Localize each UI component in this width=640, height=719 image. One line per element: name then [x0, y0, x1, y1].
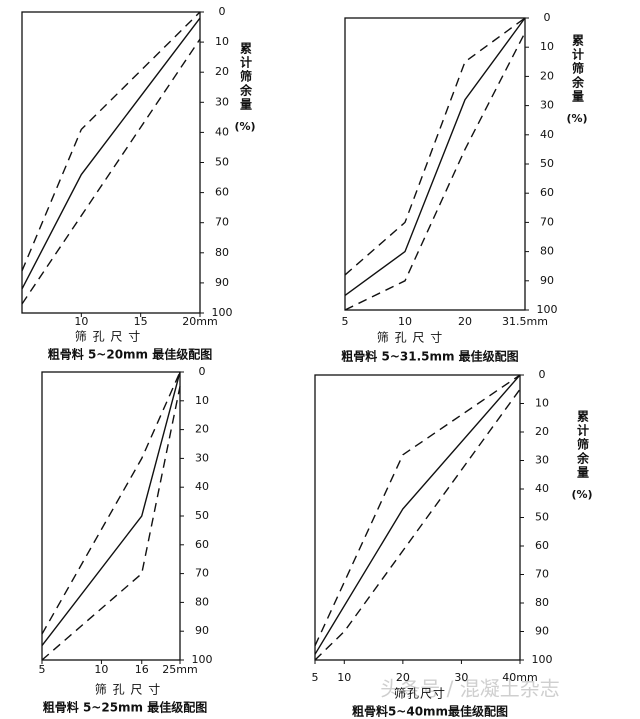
x-tick-label: 15 — [134, 315, 148, 328]
y-axis-label: 累计筛余量 — [571, 34, 585, 104]
y-tick-label: 10 — [535, 397, 549, 410]
x-tick-label: 5 — [39, 663, 46, 676]
series-line — [21, 11, 201, 272]
series-line — [41, 386, 181, 661]
y-tick-label: 40 — [535, 482, 549, 495]
y-tick-label: 70 — [540, 215, 554, 228]
y-tick-label: 20 — [195, 423, 209, 436]
y-tick-label: 50 — [535, 511, 549, 524]
caption: 粗骨料 5~31.5mm 最佳级配图 — [341, 349, 518, 364]
series-line — [314, 388, 521, 661]
y-tick-label: 60 — [195, 538, 209, 551]
x-tick-label: 5 — [342, 315, 349, 328]
x-tick-label: 5 — [312, 671, 319, 684]
y-tick-label: 50 — [215, 156, 229, 169]
y-tick-label: 70 — [215, 216, 229, 229]
y-tick-label: 100 — [532, 653, 553, 666]
y-tick-label: 20 — [215, 65, 229, 78]
series-line — [344, 32, 526, 311]
y-tick-label: 10 — [540, 40, 554, 53]
y-tick-label: 80 — [195, 595, 209, 608]
x-tick-label: 10 — [398, 315, 412, 328]
x-tick-label: 20 — [396, 671, 410, 684]
y-axis-label: 累计筛余量 — [239, 42, 253, 112]
y-tick-label: 80 — [535, 596, 549, 609]
x-axis-label: 筛孔尺寸 — [394, 686, 446, 701]
caption: 粗骨料 5~20mm 最佳级配图 — [48, 347, 212, 362]
y-tick-label: 30 — [195, 451, 209, 464]
watermark: 头条号 / 混凝土杂志 — [380, 677, 559, 701]
y-tick-label: 20 — [535, 425, 549, 438]
plot-frame — [21, 11, 201, 314]
series-line — [41, 371, 181, 647]
series-line — [314, 374, 521, 655]
y-tick-label: 30 — [535, 454, 549, 467]
y-tick-label: 80 — [540, 245, 554, 258]
y-tick-label: 0 — [539, 368, 546, 381]
y-tick-label: 40 — [540, 128, 554, 141]
x-tick-label: 10 — [94, 663, 108, 676]
y-tick-label: 40 — [215, 125, 229, 138]
y-tick-label: 50 — [540, 157, 554, 170]
y-tick-label: 0 — [199, 365, 206, 378]
y-tick-label: 30 — [215, 95, 229, 108]
y-tick-label: 10 — [215, 35, 229, 48]
series-line — [41, 371, 181, 635]
series-line — [344, 17, 526, 276]
y-tick-label: 50 — [195, 509, 209, 522]
y-tick-label: 100 — [212, 306, 233, 319]
x-tick-label: 10 — [337, 671, 351, 684]
y-tick-label: 80 — [215, 246, 229, 259]
y-tick-label: 10 — [195, 394, 209, 407]
x-tick-label: 31.5mm — [502, 315, 548, 328]
y-axis-unit: (%) — [566, 112, 587, 125]
series-line — [21, 17, 201, 290]
x-axis-label: 筛 孔 尺 寸 — [75, 329, 141, 344]
x-axis-label: 筛 孔 尺 寸 — [95, 682, 161, 697]
y-tick-label: 70 — [195, 567, 209, 580]
x-tick-label: 40mm — [502, 671, 537, 684]
series-line — [21, 38, 201, 305]
plot-frame — [314, 374, 521, 661]
y-tick-label: 90 — [215, 276, 229, 289]
y-tick-label: 90 — [195, 624, 209, 637]
y-tick-label: 100 — [537, 303, 558, 316]
x-axis-label: 筛 孔 尺 寸 — [377, 330, 443, 345]
y-tick-label: 0 — [219, 5, 226, 18]
x-tick-label: 16 — [135, 663, 149, 676]
x-tick-label: 10 — [74, 315, 88, 328]
y-tick-label: 30 — [540, 99, 554, 112]
x-tick-label: 20mm — [182, 315, 217, 328]
y-tick-label: 100 — [192, 653, 213, 666]
x-tick-label: 20 — [458, 315, 472, 328]
y-tick-label: 40 — [195, 480, 209, 493]
y-tick-label: 90 — [540, 274, 554, 287]
y-axis-unit: (%) — [234, 120, 255, 133]
y-tick-label: 60 — [215, 186, 229, 199]
y-axis-unit: (%) — [571, 488, 592, 501]
x-tick-label: 30 — [454, 671, 468, 684]
y-tick-label: 70 — [535, 568, 549, 581]
plot-frame — [344, 17, 526, 311]
plot-frame — [41, 371, 181, 661]
y-axis-label: 累计筛余量 — [576, 410, 590, 480]
series-line — [314, 374, 521, 647]
x-tick-label: 25mm — [162, 663, 197, 676]
caption: 粗骨料 5~25mm 最佳级配图 — [43, 700, 207, 715]
y-tick-label: 90 — [535, 625, 549, 638]
y-tick-label: 60 — [535, 539, 549, 552]
y-tick-label: 20 — [540, 69, 554, 82]
caption: 粗骨料5~40mm最佳级配图 — [352, 704, 508, 719]
y-tick-label: 60 — [540, 186, 554, 199]
series-line — [344, 17, 526, 296]
y-tick-label: 0 — [544, 11, 551, 24]
